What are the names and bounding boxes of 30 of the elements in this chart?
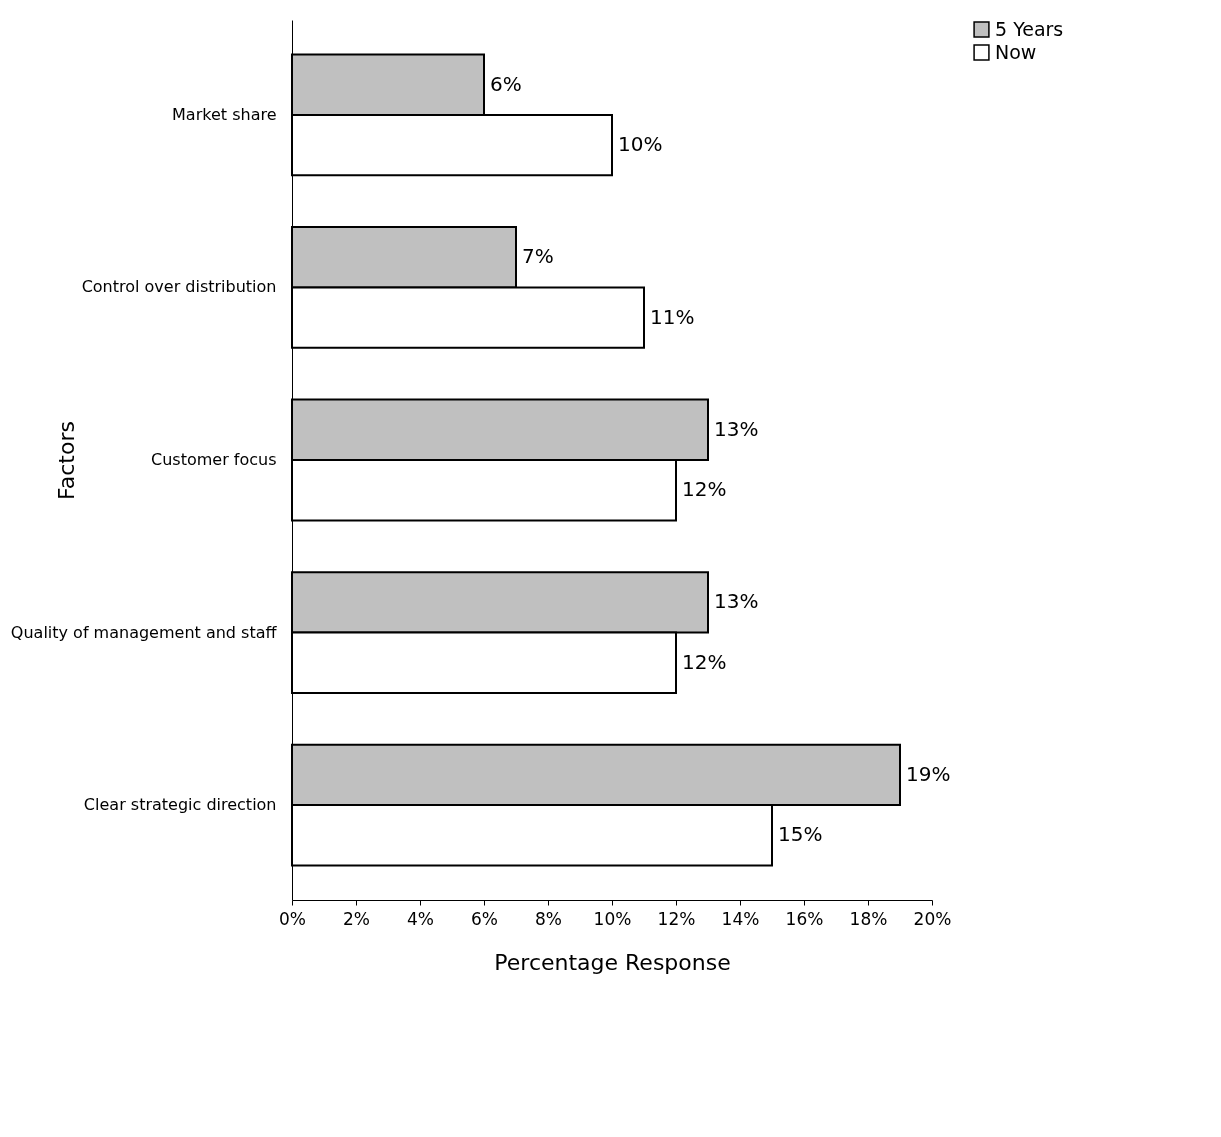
data-label: 19% <box>906 761 951 786</box>
x-tick-label: 10% <box>593 908 632 929</box>
x-tick-label: 14% <box>721 908 760 929</box>
x-tick-label: 12% <box>657 908 696 929</box>
x-tick-label: 0% <box>279 908 306 929</box>
x-tick-label: 8% <box>535 908 562 929</box>
x-tick-label: 2% <box>343 908 370 929</box>
y-tick-label: Market share <box>172 104 277 124</box>
data-label: 11% <box>650 304 695 329</box>
data-label: 13% <box>714 589 759 614</box>
legend-label: 5 Years <box>995 17 1064 40</box>
data-label: 7% <box>522 244 554 269</box>
data-label: 13% <box>714 416 759 441</box>
y-tick-label: Clear strategic direction <box>83 795 277 815</box>
y-tick-label: Quality of management and staff <box>10 622 278 642</box>
x-tick-label: 16% <box>785 908 824 929</box>
data-label: 12% <box>682 649 727 674</box>
data-label: 12% <box>682 477 727 502</box>
data-label: 6% <box>490 71 522 96</box>
x-tick-label: 6% <box>471 908 498 929</box>
x-axis-title: Percentage Response <box>494 949 731 975</box>
x-tick-label: 18% <box>849 908 888 929</box>
x-tick-label: 4% <box>407 908 434 929</box>
data-label: 15% <box>778 822 823 847</box>
y-tick-label: Control over distribution <box>81 277 277 297</box>
x-tick-label: 20% <box>913 908 952 929</box>
y-axis-title: Factors <box>53 421 79 500</box>
legend-label: Now <box>995 40 1037 63</box>
data-label: 10% <box>618 132 663 157</box>
y-tick-label: Customer focus <box>151 450 277 469</box>
